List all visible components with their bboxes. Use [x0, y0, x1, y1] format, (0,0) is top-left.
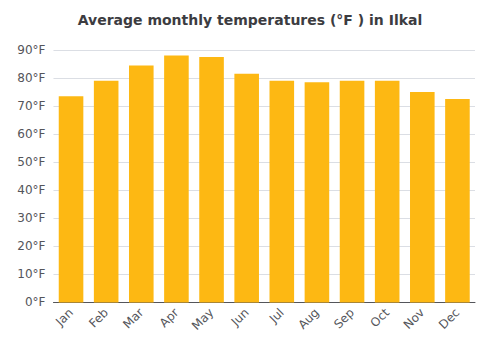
svg-text:Average monthly temperatures (: Average monthly temperatures (°F ) in Il…	[78, 12, 423, 28]
svg-text:20°F: 20°F	[17, 239, 45, 253]
svg-text:90°F: 90°F	[17, 43, 45, 57]
svg-text:Mar: Mar	[120, 305, 146, 331]
svg-text:Oct: Oct	[368, 305, 393, 330]
svg-text:Nov: Nov	[401, 306, 427, 332]
svg-text:70°F: 70°F	[17, 99, 45, 113]
svg-text:60°F: 60°F	[17, 127, 45, 141]
svg-text:0°F: 0°F	[25, 295, 46, 309]
svg-text:Jan: Jan	[52, 306, 76, 330]
svg-text:Apr: Apr	[157, 305, 182, 330]
svg-text:50°F: 50°F	[17, 155, 45, 169]
svg-text:40°F: 40°F	[17, 183, 45, 197]
svg-text:30°F: 30°F	[17, 211, 45, 225]
svg-text:80°F: 80°F	[17, 71, 45, 85]
svg-text:Sep: Sep	[331, 306, 357, 332]
svg-text:Aug: Aug	[295, 306, 321, 332]
svg-text:Jun: Jun	[228, 306, 252, 330]
svg-text:Feb: Feb	[86, 306, 111, 331]
svg-text:May: May	[189, 306, 216, 333]
svg-text:Jul: Jul	[266, 306, 287, 327]
svg-text:Dec: Dec	[436, 306, 462, 332]
svg-text:10°F: 10°F	[17, 267, 45, 281]
